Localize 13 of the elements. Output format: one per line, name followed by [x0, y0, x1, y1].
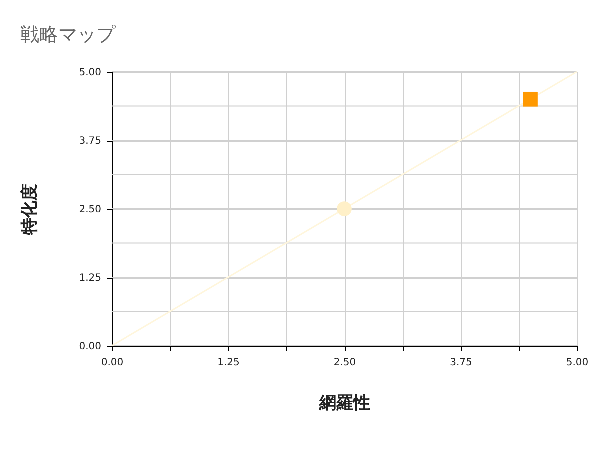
y-tick-label: 1.25	[79, 273, 102, 284]
x-tick-label: 5.00	[566, 358, 589, 368]
y-tick-label: 0.00	[79, 342, 102, 352]
y-axis-title: 特化度	[20, 184, 40, 236]
x-tick-label: 3.75	[450, 358, 472, 368]
x-tick-label: 1.25	[218, 358, 240, 368]
x-tick-label: 2.50	[334, 358, 356, 368]
y-tick-label: 5.00	[79, 68, 102, 78]
x-axis-title: 網羅性	[318, 394, 370, 414]
y-tick-label: 3.75	[79, 136, 102, 147]
chart-title: 戦略マップ	[20, 24, 117, 46]
x-tick-label: 0.00	[101, 358, 124, 368]
y-tick-label: 2.50	[79, 204, 102, 216]
